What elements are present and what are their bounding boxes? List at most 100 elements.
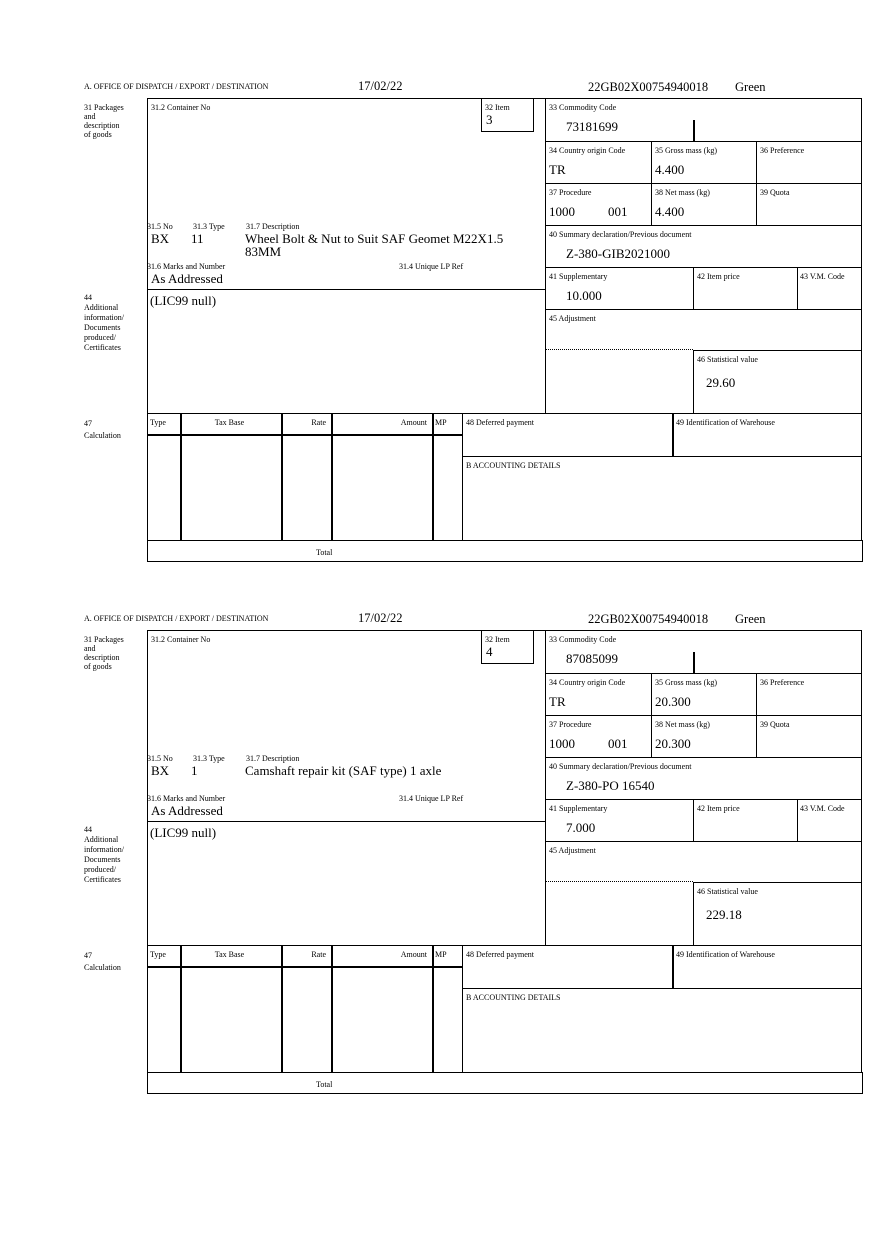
labels-net: 38 Net mass (kg) (655, 720, 710, 729)
divider (147, 966, 463, 968)
forms-0-type: 11 (191, 231, 204, 246)
labels-quota: 39 Quota (760, 720, 790, 729)
labels-warehouse: 49 Identification of Warehouse (676, 418, 775, 427)
labels-item_price: 42 Item price (697, 804, 740, 813)
labels-net: 38 Net mass (kg) (655, 188, 710, 197)
forms-1-item: 4 (486, 644, 493, 659)
labels-quota: 39 Quota (760, 188, 790, 197)
box-32-item (481, 99, 534, 132)
labels-additional: 44 Additional information/ Documents pro… (84, 293, 124, 352)
labels-gross: 35 Gross mass (kg) (655, 146, 717, 155)
forms-1-gross: 20.300 (655, 694, 691, 709)
forms-0-date: 17/02/22 (358, 79, 403, 93)
calc-column-header: Type (150, 418, 166, 427)
divider (432, 413, 434, 541)
forms-1-procedure: 1000 (549, 736, 575, 751)
labels-description: 31.7 Description (246, 222, 300, 231)
labels-country: 34 Country origin Code (549, 678, 626, 687)
box-45-adjustment (545, 841, 862, 883)
labels-vm_code: 43 V.M. Code (800, 804, 845, 813)
box-45-adjustment (545, 309, 862, 351)
labels-vm_code: 43 V.M. Code (800, 272, 845, 281)
labels-adjustment: 45 Adjustment (549, 314, 596, 323)
forms-0-item: 3 (486, 112, 493, 127)
divider (432, 945, 434, 1073)
labels-container: 31.2 Container No (151, 635, 211, 644)
forms-1-procedure_extra: 001 (608, 736, 628, 751)
forms-0-country: TR (549, 162, 566, 177)
labels-supplementary: 41 Supplementary (549, 272, 608, 281)
labels-procedure: 37 Procedure (549, 720, 592, 729)
declaration-item-form: A. OFFICE OF DISPATCH / EXPORT / DESTINA… (0, 532, 882, 1094)
labels-no: 31.5 No (147, 754, 173, 763)
divider (693, 652, 695, 673)
labels-type: 31.3 Type (193, 222, 225, 231)
box-32-item (481, 631, 534, 664)
forms-1-no: BX (151, 763, 170, 778)
labels-statistical: 46 Statistical value (697, 355, 758, 364)
labels-office: A. OFFICE OF DISPATCH / EXPORT / DESTINA… (84, 614, 269, 623)
total-row (147, 1072, 863, 1094)
calc-column-header: Tax Base (214, 418, 245, 427)
forms-1-marks: As Addressed (151, 803, 223, 818)
labels-total: Total (316, 548, 333, 557)
forms-1-net: 20.300 (655, 736, 691, 751)
calc-column-header: Rate (311, 950, 326, 959)
forms-0-net: 4.400 (655, 204, 685, 219)
forms-0-additional: (LIC99 null) (150, 293, 217, 308)
forms-1-description: Camshaft repair kit (SAF type) 1 axle (245, 763, 442, 778)
labels-accounting: B ACCOUNTING DETAILS (466, 993, 561, 1002)
labels-packages: 31 Packages and description of goods (84, 103, 124, 139)
divider (331, 945, 333, 1073)
divider (331, 413, 333, 541)
forms-1-supplementary: 7.000 (566, 820, 596, 835)
labels-summary: 40 Summary declaration/Previous document (549, 762, 692, 771)
divider (180, 413, 182, 541)
forms-0-supplementary: 10.000 (566, 288, 602, 303)
calc-column-header: MP (435, 950, 447, 959)
forms-0-gross: 4.400 (655, 162, 685, 177)
dotted-divider (545, 350, 546, 413)
labels-warehouse: 49 Identification of Warehouse (676, 950, 775, 959)
forms-0-reference: 22GB02X00754940018 (588, 80, 709, 94)
dotted-divider (545, 881, 693, 882)
forms-0-summary: Z-380-GIB2021000 (566, 246, 670, 261)
labels-calculation: 47 Calculation (84, 951, 121, 972)
forms-0-route: Green (735, 80, 766, 94)
calc-column-header: Amount (400, 950, 427, 959)
forms-0-marks: As Addressed (151, 271, 223, 286)
calc-column-header: Type (150, 950, 166, 959)
labels-unique_lp: 31.4 Unique LP Ref (399, 262, 464, 271)
labels-preference: 36 Preference (760, 678, 805, 687)
labels-supplementary: 41 Supplementary (549, 804, 608, 813)
labels-item: 32 Item (485, 103, 510, 112)
dotted-divider (545, 882, 546, 945)
divider (672, 413, 674, 456)
divider (180, 945, 182, 1073)
labels-container: 31.2 Container No (151, 103, 211, 112)
box-47-calculation-table (147, 413, 463, 541)
forms-0-procedure_extra: 001 (608, 204, 628, 219)
forms-0-commodity: 73181699 (566, 119, 618, 134)
divider (281, 413, 283, 541)
labels-preference: 36 Preference (760, 146, 805, 155)
labels-summary: 40 Summary declaration/Previous document (549, 230, 692, 239)
forms-0-procedure: 1000 (549, 204, 575, 219)
divider (693, 120, 695, 141)
box-b-accounting-details (462, 456, 862, 541)
dotted-divider (545, 349, 693, 350)
labels-commodity: 33 Commodity Code (549, 103, 617, 112)
labels-marks: 31.6 Marks and Number (147, 262, 226, 271)
labels-country: 34 Country origin Code (549, 146, 626, 155)
calc-column-header: Amount (400, 418, 427, 427)
labels-type: 31.3 Type (193, 754, 225, 763)
calc-column-header: Rate (311, 418, 326, 427)
forms-1-date: 17/02/22 (358, 611, 403, 625)
forms-1-type: 1 (191, 763, 198, 778)
labels-description: 31.7 Description (246, 754, 300, 763)
forms-1-commodity: 87085099 (566, 651, 618, 666)
labels-deferred: 48 Deferred payment (466, 950, 534, 959)
labels-procedure: 37 Procedure (549, 188, 592, 197)
divider (281, 945, 283, 1073)
